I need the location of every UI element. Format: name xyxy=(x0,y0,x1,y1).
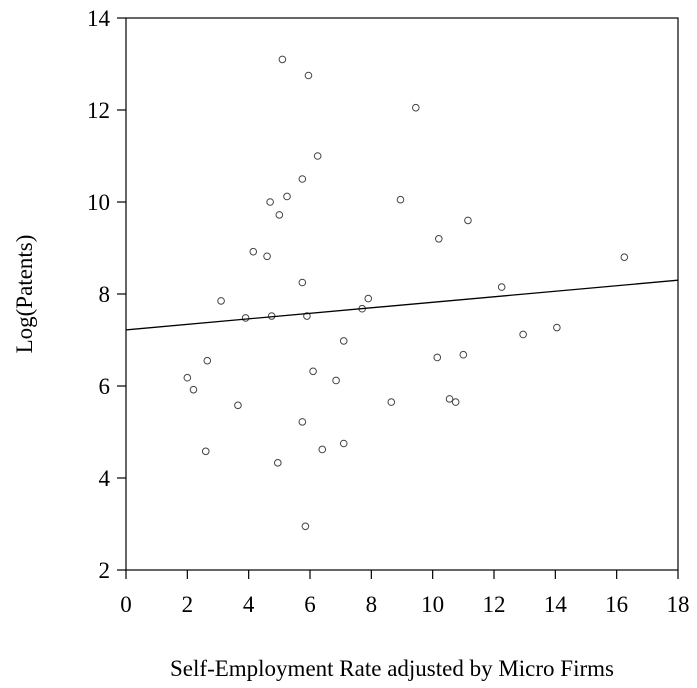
data-point xyxy=(464,216,472,225)
data-point xyxy=(364,294,373,303)
x-axis-label: Self-Employment Rate adjusted by Micro F… xyxy=(170,656,614,681)
data-point xyxy=(396,195,405,204)
x-tick-label: 14 xyxy=(544,592,568,617)
data-point xyxy=(201,447,210,456)
x-tick-label: 8 xyxy=(366,592,378,617)
data-point xyxy=(249,247,258,256)
data-point xyxy=(303,312,311,320)
y-tick-label: 6 xyxy=(99,374,111,399)
y-tick-label: 8 xyxy=(99,282,111,307)
y-tick-label: 12 xyxy=(87,98,110,123)
y-axis-ticks: 2 4 6 8 10 12 14 xyxy=(87,6,126,583)
data-point xyxy=(553,323,561,332)
data-point xyxy=(435,235,443,243)
x-tick-label: 6 xyxy=(304,592,316,617)
x-tick-label: 4 xyxy=(243,592,255,617)
data-point xyxy=(275,211,284,219)
data-point xyxy=(301,522,310,531)
data-point xyxy=(451,398,460,406)
x-tick-label: 10 xyxy=(421,592,444,617)
y-tick-label: 4 xyxy=(99,466,111,491)
data-point xyxy=(497,283,506,291)
data-point xyxy=(304,71,313,80)
x-tick-label: 16 xyxy=(605,592,628,617)
y-tick-label: 10 xyxy=(87,190,110,215)
data-point xyxy=(283,192,291,201)
x-tick-label: 18 xyxy=(667,592,690,617)
data-point xyxy=(278,55,287,64)
plot-frame xyxy=(125,17,679,571)
data-point xyxy=(309,367,317,376)
data-point xyxy=(459,350,468,359)
data-point xyxy=(189,385,198,394)
fit-line-group xyxy=(125,279,679,331)
data-point xyxy=(183,373,192,382)
fit-line xyxy=(125,279,679,331)
y-tick-label: 14 xyxy=(87,6,111,31)
data-point xyxy=(217,297,225,305)
y-tick-label: 2 xyxy=(99,558,111,583)
data-point xyxy=(203,356,212,365)
plot-border xyxy=(125,17,679,571)
x-axis-ticks: 0 2 4 6 8 10 12 14 16 18 xyxy=(120,570,690,617)
data-point xyxy=(234,401,242,410)
data-point xyxy=(339,439,348,448)
data-point xyxy=(433,353,442,362)
data-point xyxy=(274,459,282,467)
y-axis-label: Log(Patents) xyxy=(12,235,37,354)
data-point xyxy=(313,152,322,160)
data-point xyxy=(298,418,307,426)
data-point xyxy=(339,337,348,345)
data-point xyxy=(263,252,271,261)
data-point xyxy=(620,253,629,262)
data-point xyxy=(332,376,340,385)
data-point xyxy=(298,175,307,183)
data-point xyxy=(412,103,420,112)
data-point xyxy=(241,314,250,322)
data-point xyxy=(519,330,527,339)
x-tick-label: 12 xyxy=(483,592,506,617)
data-points xyxy=(183,55,629,531)
data-point xyxy=(266,198,274,206)
x-tick-label: 2 xyxy=(182,592,194,617)
data-point xyxy=(445,395,454,403)
data-point xyxy=(387,398,396,406)
data-point xyxy=(318,445,327,454)
data-point xyxy=(298,278,307,287)
x-tick-label: 0 xyxy=(120,592,132,617)
